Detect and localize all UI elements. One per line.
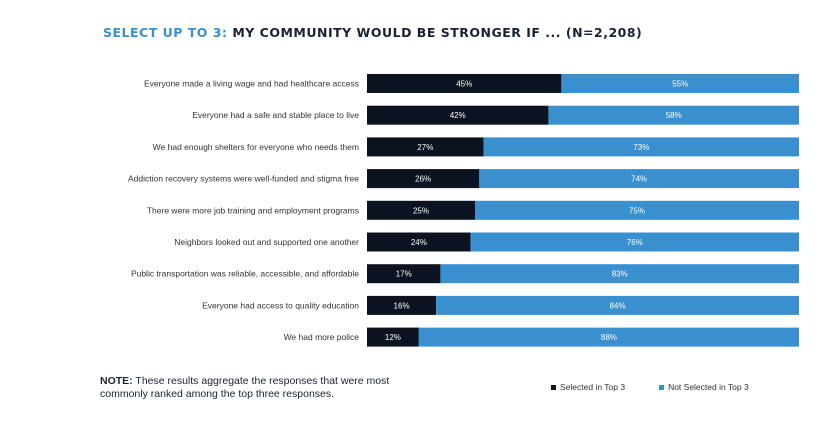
- data-label-not-selected: 74%: [631, 175, 647, 184]
- note-label: NOTE:: [100, 375, 133, 387]
- bar-selected: [367, 105, 549, 125]
- bar-selected: [367, 327, 419, 347]
- bar-not-selected: [483, 137, 799, 157]
- category-label: Neighbors looked out and supported one a…: [174, 237, 359, 247]
- data-label-selected: 17%: [396, 270, 412, 279]
- bar-selected: [367, 264, 441, 284]
- legend-swatch-not-selected: [659, 384, 665, 390]
- stacked-bar-chart: Everyone made a living wage and had heal…: [128, 74, 799, 347]
- bar-not-selected: [479, 169, 799, 189]
- bar-not-selected: [418, 327, 799, 347]
- data-label-selected: 42%: [450, 111, 466, 120]
- bar-not-selected: [470, 232, 799, 252]
- data-label-not-selected: 73%: [633, 143, 649, 152]
- data-label-not-selected: 55%: [672, 80, 688, 89]
- bar-not-selected: [475, 200, 799, 220]
- bar-selected: [367, 169, 480, 189]
- data-label-not-selected: 83%: [612, 270, 628, 279]
- data-label-selected: 24%: [411, 238, 427, 247]
- data-label-selected: 12%: [385, 333, 401, 342]
- bar-not-selected: [548, 105, 799, 125]
- category-label: Everyone had a safe and stable place to …: [192, 110, 359, 120]
- legend-swatch-selected: [551, 384, 556, 390]
- bar-selected: [367, 200, 475, 220]
- data-label-not-selected: 75%: [629, 206, 645, 215]
- data-label-selected: 25%: [413, 206, 429, 215]
- bar-not-selected: [436, 295, 799, 315]
- category-label: We had more police: [284, 332, 360, 342]
- note: NOTE: These results aggregate the respon…: [100, 375, 430, 401]
- note-text: These results aggregate the responses th…: [100, 375, 390, 400]
- bar-selected: [367, 295, 437, 315]
- category-label: Addiction recovery systems were well-fun…: [128, 174, 359, 184]
- category-label: Everyone made a living wage and had heal…: [144, 79, 359, 89]
- category-label: Public transportation was reliable, acce…: [131, 269, 359, 279]
- category-label: We had enough shelters for everyone who …: [153, 142, 359, 152]
- data-label-selected: 16%: [394, 301, 410, 310]
- legend-label-not-selected: Not Selected in Top 3: [668, 382, 749, 392]
- legend: Selected in Top 3 Not Selected in Top 3: [551, 382, 749, 392]
- data-label-selected: 26%: [415, 175, 431, 184]
- chart-title-main: MY COMMUNITY WOULD BE STRONGER IF ... (N…: [232, 25, 643, 40]
- chart-title-accent: SELECT UP TO 3:: [103, 25, 228, 40]
- data-label-selected: 45%: [456, 80, 472, 89]
- category-label: There were more job training and employm…: [147, 205, 359, 215]
- bar-not-selected: [440, 264, 799, 284]
- bar-selected: [367, 74, 562, 93]
- legend-label-selected: Selected in Top 3: [560, 382, 626, 392]
- data-label-not-selected: 58%: [666, 111, 682, 120]
- bar-not-selected: [561, 74, 799, 93]
- data-label-not-selected: 84%: [610, 301, 626, 310]
- bar-selected: [367, 232, 471, 252]
- legend-item-selected: Selected in Top 3: [551, 382, 625, 392]
- legend-item-not-selected: Not Selected in Top 3: [659, 382, 749, 392]
- chart-title: SELECT UP TO 3: MY COMMUNITY WOULD BE ST…: [103, 25, 642, 40]
- category-label: Everyone had access to quality education: [202, 300, 359, 310]
- data-label-not-selected: 88%: [601, 333, 617, 342]
- bar-selected: [367, 137, 484, 157]
- data-label-not-selected: 76%: [627, 238, 643, 247]
- data-label-selected: 27%: [417, 143, 433, 152]
